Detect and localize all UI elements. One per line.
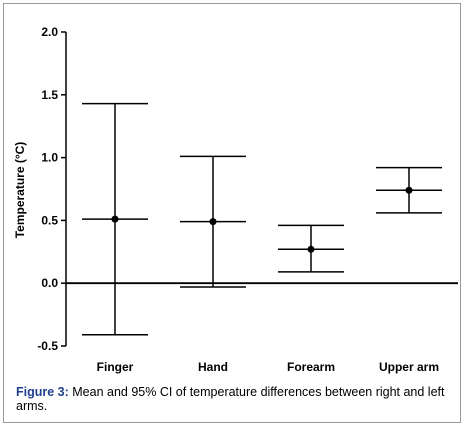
error-bar-upper-arm (376, 166, 442, 214)
mean-point (307, 245, 315, 253)
error-bar-forearm (278, 224, 344, 273)
x-category-label: Upper arm (379, 360, 439, 374)
y-axis: 2.0 1.5 1.0 0.5 0.0 -0.5 (37, 25, 67, 353)
y-tick-label: 1.5 (41, 88, 58, 102)
x-category-label: Hand (198, 360, 228, 374)
y-tick-label: 1.0 (41, 151, 58, 165)
x-category-label: Finger (97, 360, 134, 374)
y-tick-label: -0.5 (37, 339, 58, 353)
error-bars (82, 102, 442, 336)
error-bar-hand (180, 155, 246, 288)
error-bar-chart: 2.0 1.5 1.0 0.5 0.0 -0.5 Finger Hand Forearm Upp… (13, 25, 458, 374)
figure-caption-label: Figure 3: (16, 385, 69, 399)
mean-point (209, 218, 217, 226)
y-tick-label: 0.5 (41, 213, 58, 227)
x-category-label: Forearm (287, 360, 335, 374)
mean-point (111, 215, 119, 223)
y-tick-label: 2.0 (41, 25, 58, 39)
y-tick-label: 0.0 (41, 276, 58, 290)
figure-caption: Figure 3: Mean and 95% CI of temperature… (16, 385, 456, 413)
x-axis-labels: Finger Hand Forearm Upper arm (97, 360, 439, 374)
error-bar-finger (82, 102, 148, 336)
y-axis-title: Temperature (°C) (13, 142, 27, 239)
mean-point (405, 186, 413, 194)
figure-caption-text: Mean and 95% CI of temperature differenc… (16, 385, 445, 413)
